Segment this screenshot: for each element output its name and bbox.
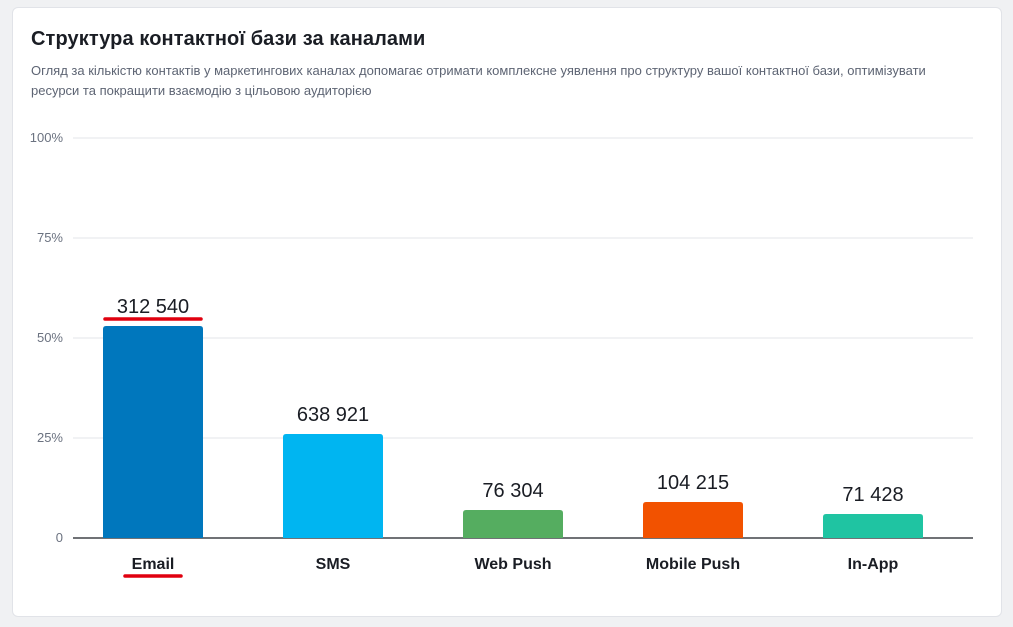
bar-email[interactable] [103, 326, 203, 538]
y-tick-label: 100% [30, 130, 64, 145]
value-label-email: 312 540 [117, 296, 189, 318]
y-tick-label: 25% [37, 430, 63, 445]
bar-web-push[interactable] [463, 510, 563, 538]
category-label-sms: SMS [316, 556, 351, 573]
y-tick-label: 75% [37, 230, 63, 245]
y-tick-label: 0 [56, 530, 63, 545]
bar-sms[interactable] [283, 434, 383, 538]
chart-subtitle: Огляд за кількістю контактів у маркетинг… [31, 63, 926, 98]
category-label-mobile-push: Mobile Push [646, 556, 740, 573]
chart-title: Структура контактної бази за каналами [31, 28, 426, 50]
value-label-sms: 638 921 [297, 404, 369, 426]
value-label-web-push: 76 304 [482, 480, 543, 502]
category-label-in-app: In-App [848, 556, 899, 573]
bar-in-app[interactable] [823, 514, 923, 538]
category-label-web-push: Web Push [474, 556, 551, 573]
value-label-in-app: 71 428 [842, 484, 903, 506]
bar-mobile-push[interactable] [643, 502, 743, 538]
category-label-email: Email [132, 556, 175, 573]
value-label-mobile-push: 104 215 [657, 472, 729, 494]
y-tick-label: 50% [37, 330, 63, 345]
